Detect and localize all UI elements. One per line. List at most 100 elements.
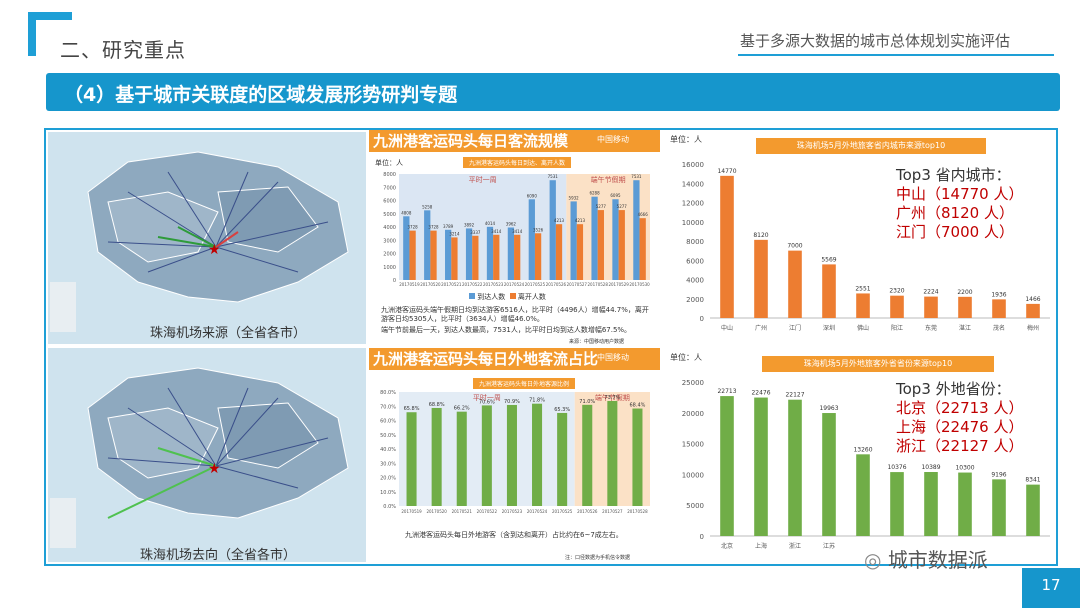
- data-label: 3789: [443, 224, 454, 229]
- data-label: 3892: [464, 222, 475, 227]
- x-tick-label: 20170522: [477, 509, 498, 514]
- departure-bar: [534, 233, 542, 280]
- y-tick-label: 30.0%: [380, 461, 396, 467]
- bar: [822, 264, 836, 318]
- holiday-period-label: 端午节假期: [595, 393, 630, 402]
- x-tick-label: 20170524: [527, 509, 548, 514]
- bar: [992, 299, 1006, 318]
- y-tick-label: 4000: [383, 225, 396, 231]
- bar: [924, 296, 938, 318]
- y-tick-label: 0: [700, 533, 704, 541]
- x-tick-label: 20170528: [588, 282, 609, 287]
- y-tick-label: 50.0%: [380, 433, 396, 439]
- data-label: 66.2%: [454, 406, 470, 412]
- data-label: 68.4%: [630, 403, 646, 409]
- departure-bar: [555, 224, 563, 280]
- data-label: 19963: [819, 405, 838, 412]
- y-tick-label: 10.0%: [380, 490, 396, 496]
- data-label: 3414: [491, 229, 502, 234]
- x-tick-label: 深圳: [823, 324, 835, 332]
- daily-flow-inner-title: 九洲港客运码头每日到达、离开人数: [463, 157, 572, 168]
- arrival-bar: [486, 226, 494, 280]
- departure-bar: [597, 210, 604, 280]
- x-tick-label: 广州: [755, 324, 767, 332]
- data-label: 3414: [512, 229, 523, 234]
- departure-bar: [409, 230, 416, 280]
- x-tick-label: 20170520: [420, 282, 441, 287]
- x-tick-label: 20170519: [401, 509, 422, 514]
- x-tick-label: 江苏: [823, 542, 835, 550]
- data-label: 9196: [991, 471, 1006, 478]
- daily-flow-note-1: 九洲港客运码头端午假期日均到达游客6516人，比平时（4496人）增幅44.7%…: [381, 306, 649, 323]
- data-label: 4808: [401, 210, 412, 215]
- data-label: 8341: [1025, 477, 1040, 484]
- data-label: 2551: [855, 285, 870, 292]
- outer-province-title: 珠海机场5月外地旅客外省省份来源top10: [762, 356, 994, 372]
- daily-flow-note-2: 端午节前最后一天，到达人数最高，7531人，比平时日均到达人数增幅67.5%。: [381, 326, 632, 334]
- data-label: 65.8%: [404, 406, 420, 412]
- x-tick-label: 20170521: [452, 509, 473, 514]
- data-label: 6090: [527, 193, 538, 198]
- x-tick-label: 20170523: [502, 509, 523, 514]
- normal-period-label: 平时一周: [469, 175, 497, 184]
- watermark: ◎ 城市数据派: [864, 544, 988, 573]
- x-tick-label: 江门: [789, 324, 801, 332]
- data-label: 68.8%: [429, 402, 445, 408]
- bar: [788, 399, 802, 536]
- ratio-bar: [632, 408, 643, 506]
- data-label: 7531: [631, 174, 642, 179]
- arrival-bar: [633, 180, 640, 280]
- bar: [992, 479, 1006, 536]
- data-label: 22476: [751, 390, 770, 397]
- x-tick-label: 20170524: [504, 282, 525, 287]
- top3-item: 浙江（22127 人）: [896, 437, 1024, 455]
- watermark-text: 城市数据派: [887, 548, 988, 572]
- legend-arrivals: 到达人数: [477, 293, 506, 301]
- arrival-bar: [591, 196, 598, 280]
- banner-title: （4）基于城市关联度的区域发展形势研判专题: [64, 84, 458, 106]
- arrival-bar: [424, 210, 431, 280]
- ratio-bar: [532, 403, 543, 506]
- ratio-bar: [506, 404, 517, 506]
- legend-departures: 离开人数: [517, 293, 546, 301]
- data-label: 5277: [617, 204, 628, 209]
- data-label: 4213: [575, 218, 586, 223]
- bar: [754, 239, 768, 318]
- y-tick-label: 7000: [383, 185, 396, 191]
- data-label: 1466: [1025, 296, 1040, 303]
- x-tick-label: 20170527: [602, 509, 623, 514]
- y-tick-label: 6000: [686, 257, 704, 265]
- y-tick-label: 20000: [682, 410, 704, 418]
- svg-text:★: ★: [208, 242, 221, 258]
- arrival-bar: [570, 201, 577, 280]
- departure-bar: [493, 234, 500, 280]
- china-mobile-logo: 中国移动: [597, 135, 629, 144]
- data-label: 70.9%: [504, 399, 520, 405]
- outside-ratio-footnote: 注：口径数据为手机信令数据: [565, 555, 631, 561]
- header-subtitle: 基于多源大数据的城市总体规划实施评估: [740, 32, 1011, 50]
- x-tick-label: 20170520: [426, 509, 447, 514]
- y-tick-label: 16000: [682, 161, 704, 169]
- data-label: 13260: [853, 446, 872, 453]
- x-tick-label: 20170523: [483, 282, 504, 287]
- daily-flow-chart: 平时一周 端午节假期 0 1000 2000 3000 4000 5000 6000 7000 80…: [383, 172, 650, 287]
- x-tick-label: 20170530: [629, 282, 650, 287]
- outer-province-unit: 单位：人: [670, 353, 702, 362]
- arrival-bar: [465, 228, 473, 280]
- x-tick-label: 茂名: [993, 324, 1005, 332]
- data-label: 5258: [422, 204, 433, 209]
- top3-heading: Top3 省内城市：: [896, 166, 1011, 184]
- y-tick-label: 4000: [686, 277, 704, 285]
- y-tick-label: 10000: [682, 219, 704, 227]
- province-city-chart: 0 2000 4000 6000 8000 10000 12000 14000 16000 147…: [682, 161, 1050, 332]
- data-label: 6288: [589, 191, 600, 196]
- y-tick-label: 1000: [383, 265, 396, 271]
- data-label: 10389: [921, 464, 940, 471]
- data-label: 7000: [787, 243, 802, 250]
- bar: [788, 250, 802, 318]
- outside-ratio-panel: 九洲港客运码头每日外地客流占比 中国移动 九洲港客运码头每日外地客源比例 平时一…: [369, 348, 660, 564]
- top3-item: 中山（14770 人）: [896, 185, 1024, 203]
- svg-text:★: ★: [208, 461, 221, 477]
- data-label: 5932: [569, 195, 580, 200]
- destination-map: ★: [48, 348, 366, 562]
